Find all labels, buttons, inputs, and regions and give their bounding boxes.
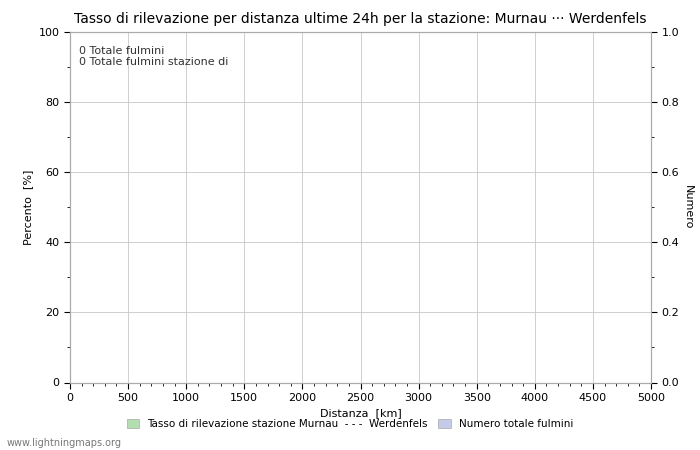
Title: Tasso di rilevazione per distanza ultime 24h per la stazione: Murnau ··· Werdenf: Tasso di rilevazione per distanza ultime… bbox=[74, 12, 647, 26]
Y-axis label: Percento  [%]: Percento [%] bbox=[23, 169, 33, 245]
X-axis label: Distanza  [km]: Distanza [km] bbox=[320, 409, 401, 419]
Text: www.lightningmaps.org: www.lightningmaps.org bbox=[7, 438, 122, 448]
Y-axis label: Numero: Numero bbox=[683, 185, 693, 229]
Text: 0 Totale fulmini
0 Totale fulmini stazione di: 0 Totale fulmini 0 Totale fulmini stazio… bbox=[78, 45, 228, 67]
Legend: Tasso di rilevazione stazione Murnau  - - -  Werdenfels, Numero totale fulmini: Tasso di rilevazione stazione Murnau - -… bbox=[122, 415, 577, 433]
